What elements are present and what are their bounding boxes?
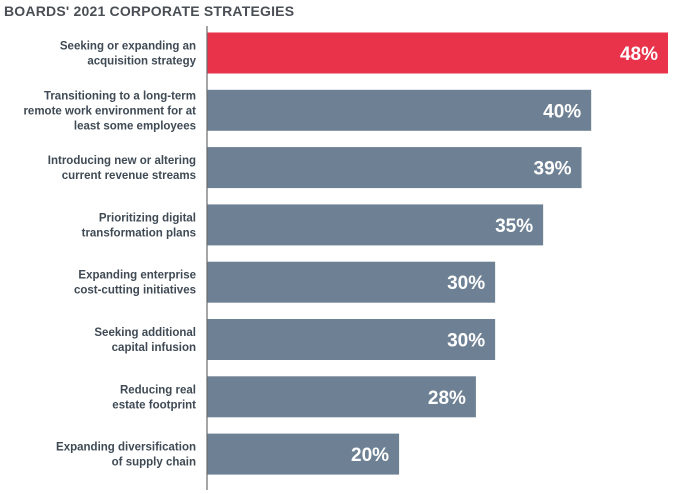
- category-label-8: Expanding diversification of supply chain: [56, 442, 196, 469]
- bar-8: [207, 433, 400, 475]
- category-label-1: Seeking or expanding an acquisition strat…: [60, 41, 197, 68]
- chart-title: BOARDS' 2021 CORPORATE STRATEGIES: [4, 3, 294, 19]
- category-label-5: Expanding enterprise cost-cutting initiat…: [74, 270, 196, 297]
- category-label-3: Introducing new or altering current reven…: [48, 155, 196, 182]
- data-label-5: 30%: [447, 273, 485, 294]
- bar-1: [207, 32, 668, 74]
- data-label-7: 28%: [428, 388, 466, 409]
- category-label-4: Prioritizing digital transformation plans: [82, 212, 196, 239]
- data-label-1: 48%: [620, 44, 658, 65]
- bar-3: [207, 147, 582, 189]
- data-label-8: 20%: [351, 445, 389, 466]
- category-label-2: Transitioning to a long-term remote work …: [23, 90, 196, 132]
- data-label-4: 35%: [495, 216, 533, 237]
- bar-5: [207, 261, 496, 303]
- data-label-3: 39%: [534, 159, 572, 180]
- bar-2: [207, 89, 592, 131]
- category-label-7: Reducing real estate footprint: [112, 384, 196, 411]
- bar-4: [207, 204, 544, 246]
- category-label-6: Seeking additional capital infusion: [94, 327, 196, 354]
- data-label-2: 40%: [543, 101, 581, 122]
- bar-7: [207, 376, 476, 418]
- data-label-6: 30%: [447, 331, 485, 352]
- bar-6: [207, 319, 496, 360]
